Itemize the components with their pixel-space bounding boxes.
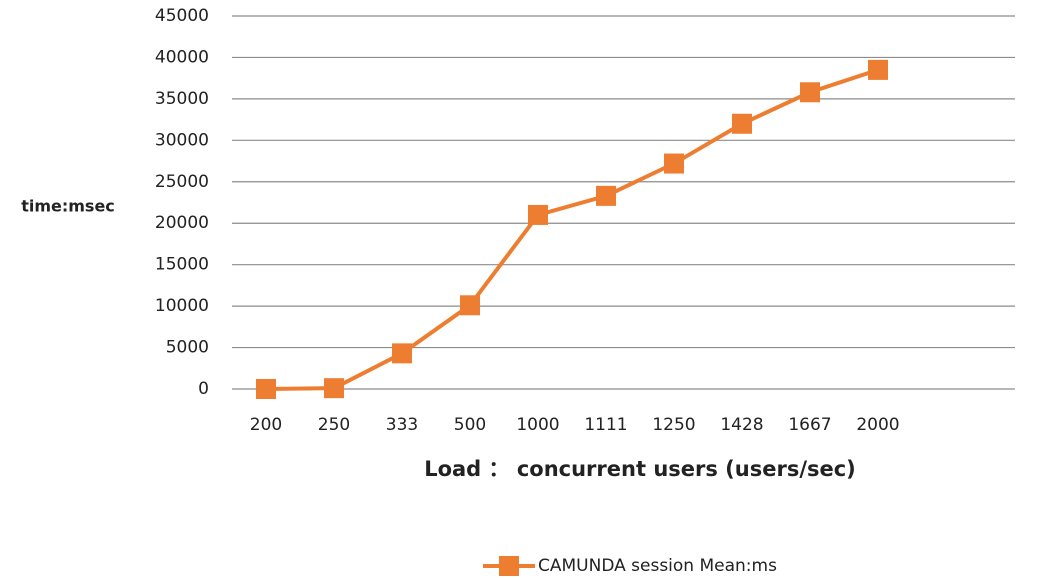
y-tick-label: 0 (198, 379, 209, 399)
y-tick-label: 35000 (155, 89, 209, 109)
x-tick-label: 333 (386, 415, 418, 435)
marker (256, 379, 276, 399)
marker (664, 153, 684, 174)
marker (460, 295, 480, 316)
y-tick-label: 15000 (155, 255, 209, 275)
x-tick-label: 1111 (584, 415, 627, 435)
x-tick-label: 1428 (720, 415, 763, 435)
marker (596, 185, 616, 206)
legend-label: CAMUNDA session Mean:ms (538, 556, 777, 576)
marker (868, 59, 888, 80)
marker (528, 204, 548, 225)
y-tick-label: 30000 (155, 130, 209, 150)
y-tick-label: 45000 (155, 6, 209, 26)
y-axis-label: time:msec (21, 197, 115, 216)
series-line (265, 67, 879, 391)
x-tick-label: 1250 (652, 415, 695, 435)
y-tick-label: 25000 (155, 172, 209, 192)
y-tick-label: 20000 (155, 213, 209, 233)
marker (324, 378, 344, 399)
x-tick-label: 1000 (516, 415, 559, 435)
x-tick-label: 500 (454, 415, 486, 435)
marker (392, 343, 412, 364)
y-tick-label: 40000 (155, 47, 209, 67)
x-tick-label: 1667 (788, 415, 831, 435)
x-axis-label: Load ： concurrent users (users/sec) (424, 457, 856, 481)
y-tick-label: 10000 (155, 296, 209, 316)
marker (800, 82, 820, 103)
x-tick-label: 2000 (856, 415, 899, 435)
y-tick-label: 5000 (166, 338, 209, 358)
x-tick-label: 200 (250, 415, 282, 435)
legend-marker (499, 556, 519, 576)
x-tick-label: 250 (318, 415, 350, 435)
marker (732, 113, 752, 134)
